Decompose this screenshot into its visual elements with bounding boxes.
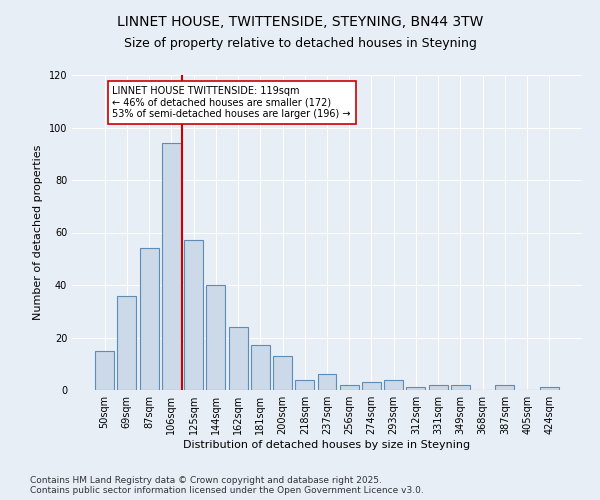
Bar (229, 327, 248, 390)
Y-axis label: Number of detached properties: Number of detached properties (33, 145, 43, 320)
Bar (317, 374, 337, 390)
Bar (295, 380, 314, 390)
Bar (95, 350, 114, 390)
Text: Size of property relative to detached houses in Steyning: Size of property relative to detached ho… (124, 38, 476, 51)
Bar (118, 296, 136, 390)
Bar (340, 385, 359, 390)
Bar (273, 356, 292, 390)
X-axis label: Distribution of detached houses by size in Steyning: Distribution of detached houses by size … (184, 440, 470, 450)
Bar (384, 380, 403, 390)
Bar (451, 385, 470, 390)
Text: LINNET HOUSE, TWITTENSIDE, STEYNING, BN44 3TW: LINNET HOUSE, TWITTENSIDE, STEYNING, BN4… (117, 15, 483, 29)
Bar (540, 388, 559, 390)
Bar (140, 248, 158, 390)
Bar (362, 382, 381, 390)
Bar (206, 285, 225, 390)
Text: LINNET HOUSE TWITTENSIDE: 119sqm
← 46% of detached houses are smaller (172)
53% : LINNET HOUSE TWITTENSIDE: 119sqm ← 46% o… (112, 86, 351, 118)
Bar (184, 240, 203, 390)
Bar (162, 143, 181, 390)
Bar (406, 388, 425, 390)
Bar (496, 385, 514, 390)
Bar (429, 385, 448, 390)
Text: Contains HM Land Registry data © Crown copyright and database right 2025.
Contai: Contains HM Land Registry data © Crown c… (30, 476, 424, 495)
Bar (251, 346, 270, 390)
